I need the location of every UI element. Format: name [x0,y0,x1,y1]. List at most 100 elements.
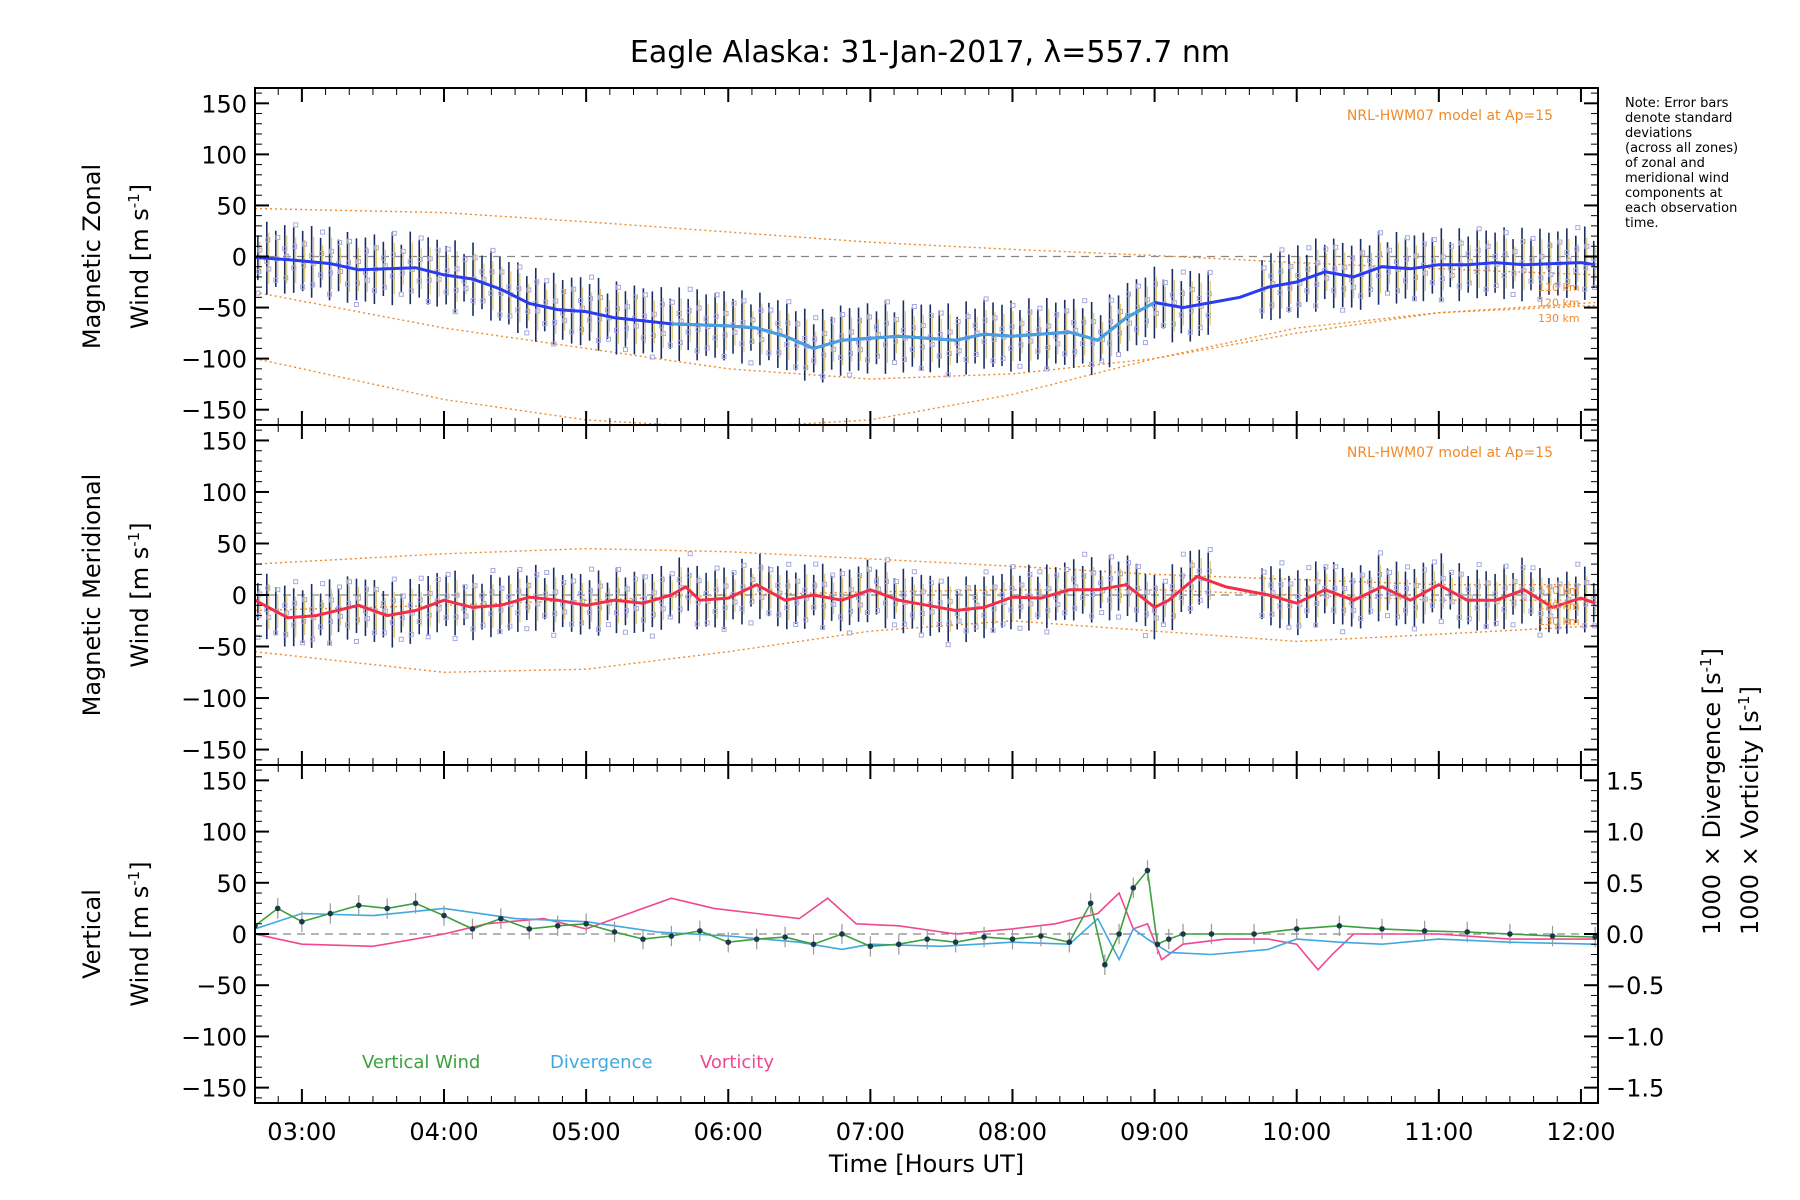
scatter-point [452,309,458,315]
scatter-point [543,299,549,305]
scatter-point [1438,619,1444,625]
scatter-point [328,619,334,625]
scatter-point [1565,618,1571,624]
scatter-point [723,583,729,589]
y-tick-label: 100 [201,479,247,507]
scatter-point [650,333,656,339]
y-axis-label-line2: Wind [m s-1] [125,861,154,1006]
y-axis-label-line2: Wind [m s-1] [125,184,154,329]
scatter-point [534,572,540,578]
note-line: Note: Error bars [1625,96,1729,111]
scatter-point [1287,285,1293,291]
vertical-wind-point [526,926,533,932]
vertical-wind-point [895,941,902,948]
scatter-point [490,247,496,253]
scatter-point [293,579,299,585]
scatter-point [1169,583,1175,589]
scatter-point [443,615,449,621]
scatter-point [380,255,386,261]
y2-label-divergence: 1000 × Divergence [s-1] [1697,648,1726,935]
scatter-point [319,251,325,257]
scatter-point [721,626,727,632]
scatter-point [721,353,727,359]
scatter-point [587,609,593,615]
y-tick-label: −100 [181,1023,247,1051]
scatter-point [579,620,585,626]
scatter-point [838,354,844,360]
scatter-point [444,593,450,599]
scatter-point [1492,254,1498,260]
scatter-point [1072,349,1078,355]
scatter-point [822,581,828,587]
scatter-point [1018,342,1024,348]
scatter-point [408,288,414,294]
scatter-point [1108,575,1114,581]
scatter-point [490,567,496,573]
vertical-wind-line [255,868,1596,968]
scatter-point [1333,564,1339,570]
scatter-point [1404,235,1410,241]
scatter-point [1521,268,1527,274]
scatter-point [1529,257,1535,263]
scatter-point [1324,275,1330,281]
scatter-point [641,313,647,319]
scatter-point [723,311,729,317]
scatter-point [1082,551,1088,557]
note-line: components at [1625,186,1723,201]
vertical-wind-point [1421,928,1428,934]
zonal-wind-line-segment [671,301,1156,350]
km-label: 130 km [1538,312,1580,325]
scatter-point [1071,320,1077,326]
scatter-point [1304,288,1310,294]
scatter-point [712,335,718,341]
scatter-point [507,623,513,629]
scatter-point [623,325,629,331]
scatter-point [1528,608,1534,614]
scatter-point [857,318,863,324]
scatter-point [282,602,288,608]
scatter-point [1180,269,1186,275]
scatter-point [956,618,962,624]
scatter-point [1055,341,1061,347]
scatter-point [1386,269,1392,275]
scatter-point [775,582,781,588]
scatter-point [516,588,522,594]
scatter-point [481,276,487,282]
y2-tick-label: 1.5 [1606,767,1644,795]
y-tick-label: 100 [201,819,247,847]
scatter-point [1035,612,1041,618]
scatter-point [435,247,441,253]
scatter-point [613,327,619,333]
scatter-point [794,342,800,348]
scatter-point [946,350,952,356]
scatter-point [1036,327,1042,333]
scatter-point [615,566,621,572]
km-label: 110 km [1538,281,1580,294]
scatter-point [1403,586,1409,592]
scatter-point [786,299,792,305]
scatter-point [517,264,523,270]
scatter-point [884,557,890,563]
scatter-point [883,578,889,584]
scatter-point [1557,239,1563,245]
scatter-point [1269,611,1275,617]
scatter-point [1377,251,1383,257]
scatter-point [1089,613,1095,619]
scatter-point [1277,603,1283,609]
scatter-point [1189,562,1195,568]
vertical-wind-point [1130,885,1137,891]
scatter-point [489,269,495,275]
scatter-point [488,611,494,617]
scatter-point [578,298,584,304]
scatter-point [344,622,350,628]
scatter-point [1358,615,1364,621]
scatter-point [524,330,530,336]
scatter-point [741,562,747,568]
scatter-point [901,356,907,362]
scatter-point [642,292,648,298]
scatter-point [1413,583,1419,589]
scatter-point [1448,569,1454,575]
scatter-point [1573,604,1579,610]
scatter-point [1476,226,1482,232]
